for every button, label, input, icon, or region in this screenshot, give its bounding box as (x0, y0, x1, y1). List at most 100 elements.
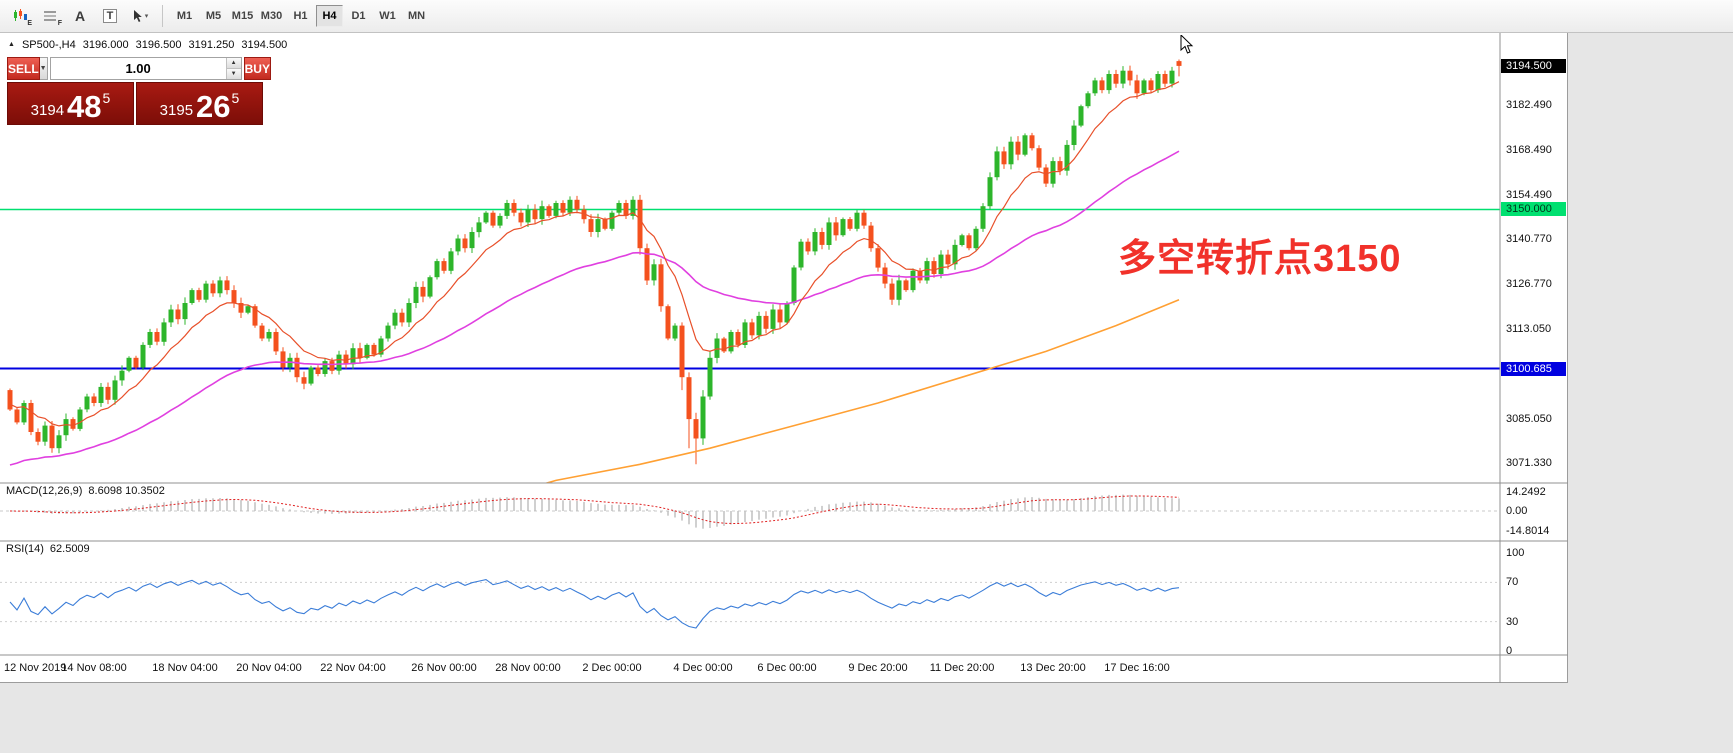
ohlc-open: 3196.000 (82, 39, 129, 51)
chevron-down-icon: ▾ (144, 13, 149, 20)
symbol-timeframe: SP500-,H4 (21, 39, 76, 51)
timeframe-button-m5[interactable]: M5 (200, 5, 227, 27)
time-axis-label: 6 Dec 00:00 (757, 662, 817, 674)
sell-price-prefix: 3194 (30, 102, 65, 120)
order-type-dropdown[interactable]: ▼ (39, 57, 48, 80)
candlestick-chart-icon (14, 9, 27, 21)
time-scale[interactable]: 12 Nov 2019 14 Nov 08:00 18 Nov 04:00 20 No… (0, 655, 1568, 683)
timeframe-button-m1[interactable]: M1 (171, 5, 198, 27)
macd-indicator-label: MACD(12,26,9) 8.6098 10.3502 (6, 485, 165, 497)
macd-pane (0, 494, 1500, 529)
buy-price-prefix: 3195 (159, 102, 194, 120)
ma-long-line (544, 299, 1180, 483)
macd-values: 8.6098 10.3502 (88, 485, 165, 497)
rsi-indicator-label: RSI(14) 62.5009 (6, 543, 90, 555)
timeframe-button-m15[interactable]: M15 (229, 5, 256, 27)
time-axis-label: 4 Dec 00:00 (673, 662, 733, 674)
time-axis-label: 22 Nov 04:00 (320, 662, 386, 674)
buy-price-display[interactable]: 3195 26 5 (136, 82, 263, 125)
price-pane (0, 59, 1500, 483)
macd-axis-label: 0.00 (1506, 505, 1528, 517)
price-tick-label: 3168.490 (1506, 143, 1552, 156)
sell-price-main: 48 (67, 88, 102, 124)
current-price-label: 3194.500 (1501, 58, 1566, 73)
text-label-tool-button[interactable]: A (65, 3, 95, 29)
timeframe-button-w1[interactable]: W1 (374, 5, 401, 27)
symbol-caret-icon: ▲ (8, 40, 15, 48)
ohlc-low: 3191.250 (188, 39, 235, 51)
main-toolbar: E F A T ▾ M (0, 0, 1733, 33)
time-axis-label: 11 Dec 20:00 (929, 662, 995, 674)
one-click-trading-panel: SELL ▼ ▲ ▼ BUY 3194 48 5 319 (7, 57, 271, 125)
timeframe-button-d1[interactable]: D1 (345, 5, 372, 27)
ohlc-info-line: ▲ SP500-,H4 3196.000 3196.500 3191.250 3… (8, 39, 287, 51)
rsi-axis-label: 100 (1506, 547, 1525, 559)
price-scale[interactable]: 3182.490 3168.490 3154.490 3140.770 3126.770… (1500, 33, 1568, 683)
volume-box: ▲ ▼ (49, 57, 242, 80)
buy-button[interactable]: BUY (243, 57, 271, 80)
price-tick-label: 3182.490 (1506, 98, 1552, 111)
letter-a-icon: A (74, 8, 86, 24)
sell-price-sup: 5 (102, 90, 111, 106)
toolbar-separator (162, 5, 163, 27)
volume-spinner: ▲ ▼ (225, 58, 241, 79)
pane-dividers (0, 33, 1568, 683)
rsi-axis-label: 70 (1506, 576, 1519, 589)
time-axis-label: 28 Nov 00:00 (495, 662, 561, 674)
cursor-arrow-icon (133, 10, 142, 22)
time-axis-label: 13 Dec 20:00 (1020, 662, 1086, 674)
indicator-list-icon-button[interactable]: F (35, 3, 65, 29)
ohlc-close: 3194.500 (241, 39, 288, 51)
badge-f: F (57, 20, 62, 27)
cursor-tool-button[interactable]: ▾ (125, 3, 155, 29)
sell-button[interactable]: SELL (7, 57, 40, 80)
rsi-line (9, 579, 1180, 629)
volume-decrease-button[interactable]: ▼ (226, 68, 241, 79)
timeframe-toolbar: M1 M5 M15 M30 H1 H4 D1 W1 MN (170, 0, 431, 32)
ma-fast-line (9, 81, 1180, 427)
text-box-tool-button[interactable]: T (95, 3, 125, 29)
chart-annotation-text[interactable]: 多空转折点3150 (1118, 238, 1402, 280)
tools-group: E F A T ▾ (5, 0, 155, 32)
time-axis-label: 18 Nov 04:00 (152, 662, 218, 674)
price-tick-label: 3126.770 (1506, 278, 1552, 291)
timeframe-button-h1[interactable]: H1 (287, 5, 314, 27)
timeframe-button-mn[interactable]: MN (403, 5, 430, 27)
trade-prices-row: 3194 48 5 3195 26 5 (7, 82, 263, 125)
rsi-axis-label: 0 (1506, 645, 1513, 657)
time-axis-label: 26 Nov 00:00 (411, 662, 477, 674)
grid-list-icon (44, 11, 56, 21)
chart-window: ▲ SP500-,H4 3196.000 3196.500 3191.250 3… (0, 33, 1568, 683)
price-tick-label: 3113.050 (1506, 322, 1552, 335)
time-axis-label: 14 Nov 08:00 (61, 662, 127, 674)
ma-slow-line (9, 150, 1180, 466)
macd-axis-label: -14.8014 (1506, 524, 1550, 537)
volume-increase-button[interactable]: ▲ (226, 58, 241, 68)
price-tick-label: 3071.330 (1506, 457, 1552, 470)
chart-type-icon-button[interactable]: E (5, 3, 35, 29)
buy-price-sup: 5 (231, 90, 240, 106)
macd-axis-label: 14.2492 (1506, 486, 1546, 498)
macd-signal-line (9, 495, 1180, 524)
mouse-cursor-icon (1180, 35, 1194, 54)
ohlc-high: 3196.500 (135, 39, 182, 51)
price-tick-label: 3140.770 (1506, 233, 1552, 246)
level-3100-price-label: 3100.685 (1501, 361, 1566, 376)
rsi-name: RSI(14) (6, 543, 44, 555)
sell-price-display[interactable]: 3194 48 5 (7, 82, 134, 125)
price-tick-label: 3154.490 (1506, 188, 1552, 201)
level-3150-price-label: 3150.000 (1501, 202, 1566, 217)
volume-input[interactable] (50, 58, 226, 79)
badge-e: E (27, 20, 32, 27)
time-axis-label: 12 Nov 2019 (4, 662, 67, 674)
trade-controls-row: SELL ▼ ▲ ▼ BUY (7, 57, 271, 80)
chart-plot-area[interactable] (0, 33, 1568, 683)
timeframe-button-m30[interactable]: M30 (258, 5, 285, 27)
rsi-pane (0, 579, 1500, 629)
time-axis-label: 9 Dec 20:00 (848, 662, 908, 674)
macd-name: MACD(12,26,9) (6, 485, 83, 497)
timeframe-button-h4[interactable]: H4 (316, 5, 343, 27)
letter-t-icon: T (102, 9, 118, 23)
time-axis-label: 20 Nov 04:00 (236, 662, 302, 674)
